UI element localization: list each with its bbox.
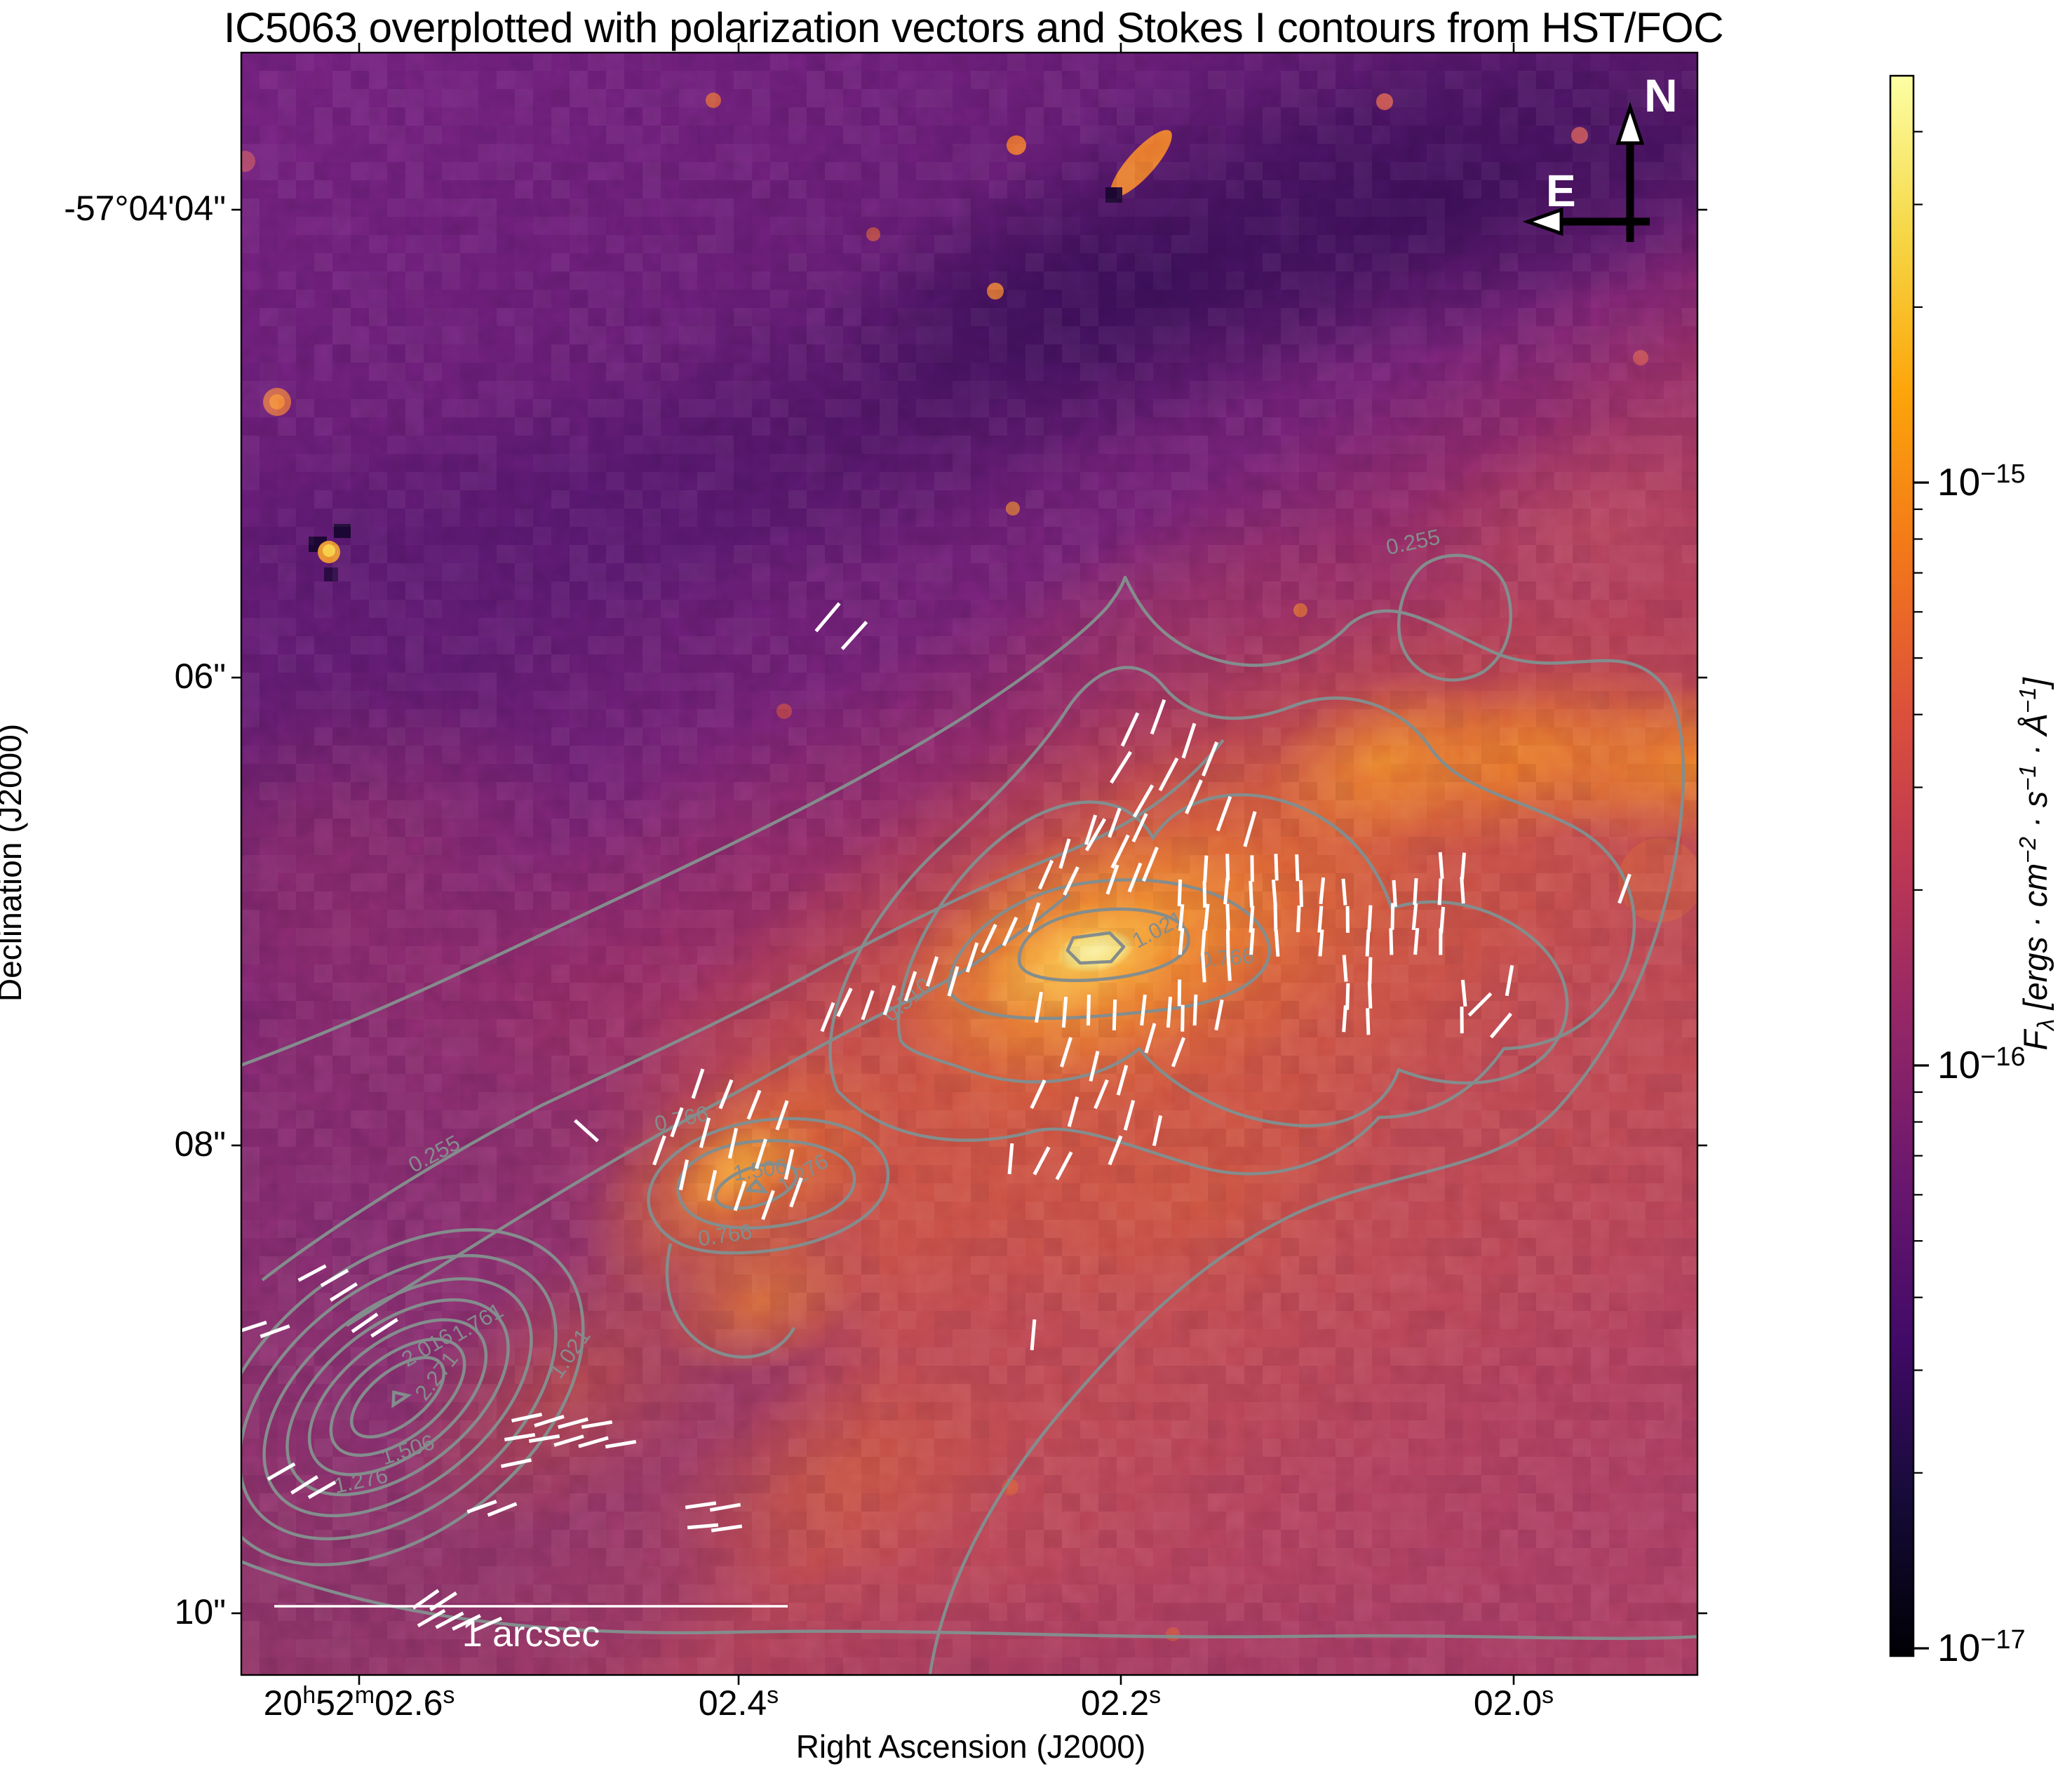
svg-text:1 arcsec: 1 arcsec [462,1614,600,1655]
svg-text:-57°04'04": -57°04'04" [64,189,226,228]
svg-text:E: E [1546,166,1576,216]
svg-text:02.0s: 02.0s [1474,1682,1554,1723]
svg-text:10": 10" [175,1592,226,1631]
svg-text:06": 06" [175,657,226,696]
svg-text:02.4s: 02.4s [699,1682,779,1723]
svg-text:02.2s: 02.2s [1081,1682,1161,1723]
svg-text:Right Ascension (J2000): Right Ascension (J2000) [796,1728,1146,1765]
svg-text:08": 08" [175,1124,226,1164]
svg-text:N: N [1644,69,1678,121]
svg-text:Fλ [ergs · cm−2 · s−1 · Å−1]: Fλ [ergs · cm−2 · s−1 · Å−1] [2014,677,2059,1050]
svg-text:Declination (J2000): Declination (J2000) [0,724,28,1002]
svg-text:IC5063 overplotted with polari: IC5063 overplotted with polarization vec… [224,4,1723,51]
